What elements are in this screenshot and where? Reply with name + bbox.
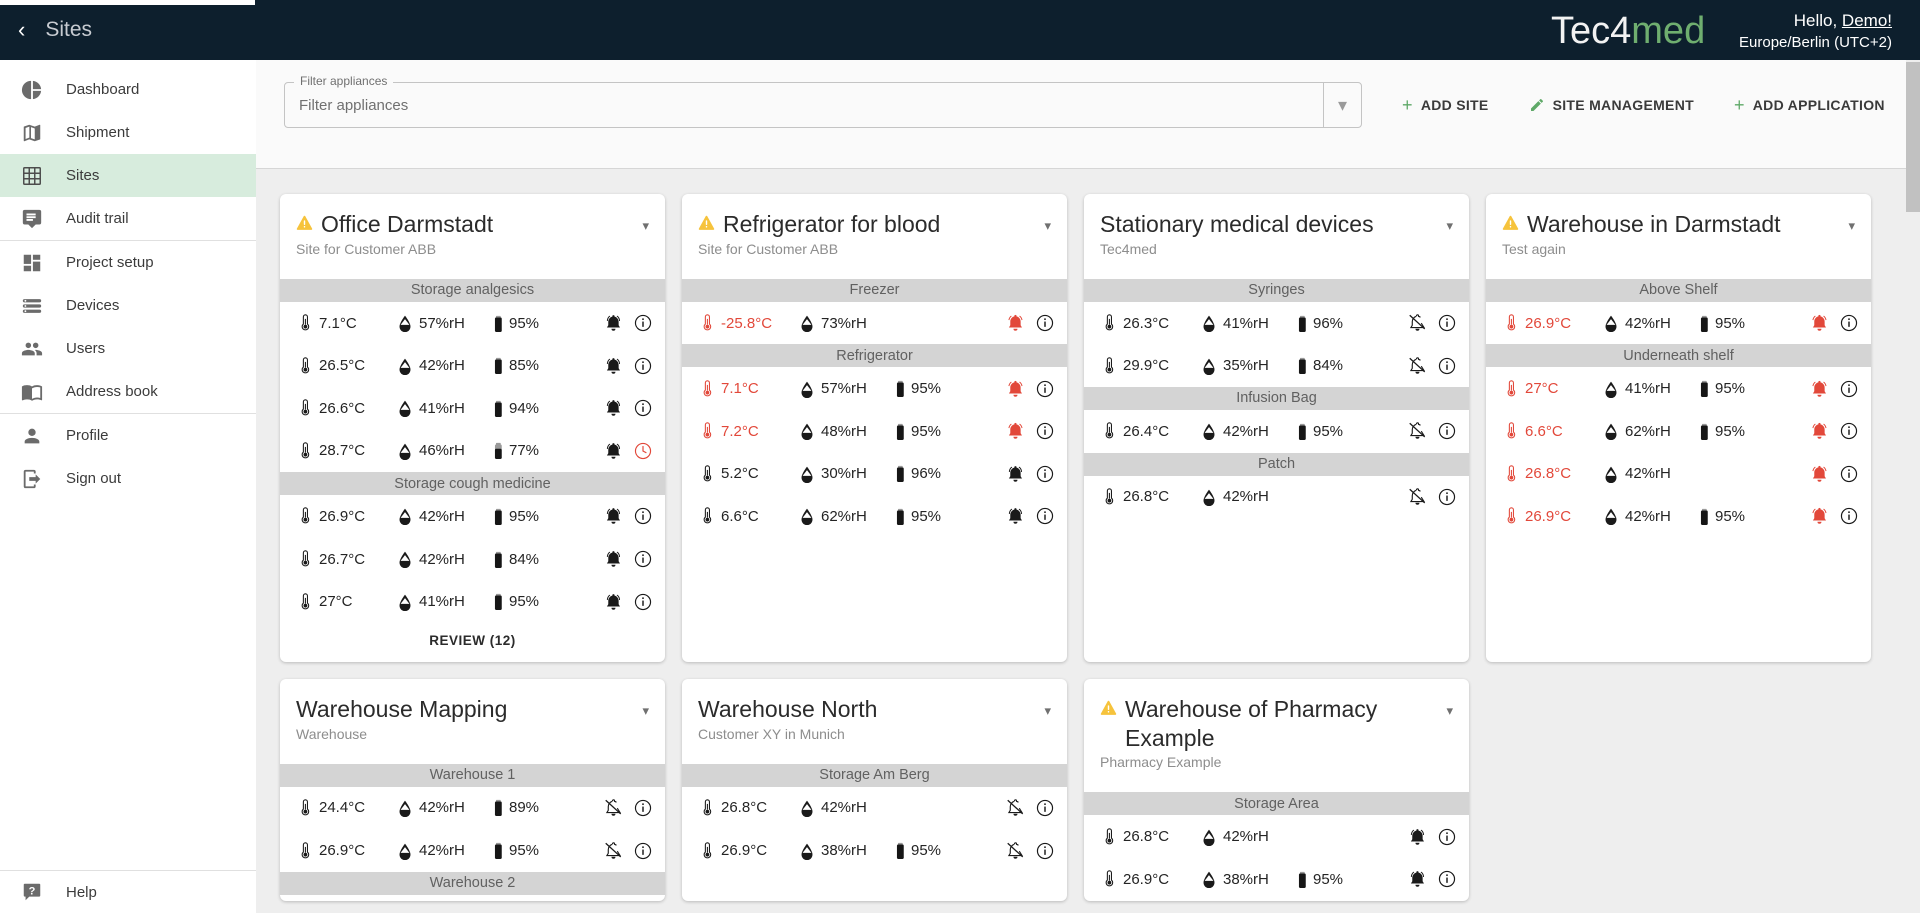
svg-text:?: ?	[29, 885, 36, 897]
